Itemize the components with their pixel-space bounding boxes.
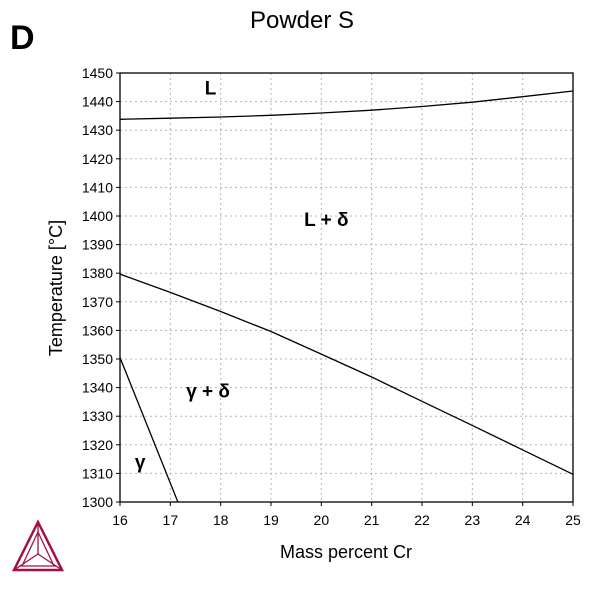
phase-boundary-line	[119, 273, 574, 475]
panel-letter: D	[10, 19, 35, 57]
x-tick-label: 21	[364, 512, 380, 528]
x-tick-label: 18	[213, 512, 229, 528]
x-tick-label: 24	[515, 512, 531, 528]
y-tick-label: 1400	[82, 208, 113, 224]
x-tick-label: 22	[414, 512, 430, 528]
phase-boundary-line	[119, 357, 179, 503]
y-tick-label: 1390	[82, 237, 113, 253]
chart-title: Powder S	[250, 7, 354, 34]
y-tick-label: 1360	[82, 322, 113, 338]
phase-region-label: L + δ	[304, 210, 348, 231]
phase-region-label: γ	[135, 452, 146, 473]
y-tick-label: 1340	[82, 380, 113, 396]
x-tick-label: 20	[314, 512, 330, 528]
grid-lines	[120, 73, 573, 502]
y-tick-label: 1450	[82, 65, 113, 81]
y-tick-label: 1300	[82, 494, 113, 510]
thermo-calc-triangle-logo	[11, 519, 65, 572]
x-tick-label: 25	[565, 512, 581, 528]
y-tick-label: 1320	[82, 437, 113, 453]
x-tick-label: 19	[263, 512, 279, 528]
y-tick-label: 1350	[82, 351, 113, 367]
x-tick-label: 17	[163, 512, 179, 528]
phase-region-label: L	[205, 78, 217, 99]
x-tick-label: 16	[112, 512, 128, 528]
phase-region-label: γ + δ	[186, 381, 230, 402]
y-tick-label: 1330	[82, 408, 113, 424]
x-tick-label: 23	[465, 512, 481, 528]
y-tick-label: 1440	[82, 94, 113, 110]
y-tick-label: 1430	[82, 122, 113, 138]
phase-boundary-line	[119, 90, 574, 120]
y-tick-label: 1310	[82, 465, 113, 481]
y-tick-label: 1380	[82, 265, 113, 281]
phase-labels: L L + δ γ + δ γ	[135, 78, 349, 473]
x-axis-label: Mass percent Cr	[280, 542, 412, 562]
phase-boundaries	[119, 90, 574, 503]
y-tick-label: 1410	[82, 179, 113, 195]
y-tick-label: 1420	[82, 151, 113, 167]
y-axis-label: Temperature [°C]	[46, 220, 66, 356]
tick-labels: 16 17 18 19 20 21 22 23 24 25 1300 1310 1320 1330 1340…	[82, 65, 581, 528]
y-tick-label: 1370	[82, 294, 113, 310]
plot-frame	[119, 72, 574, 503]
